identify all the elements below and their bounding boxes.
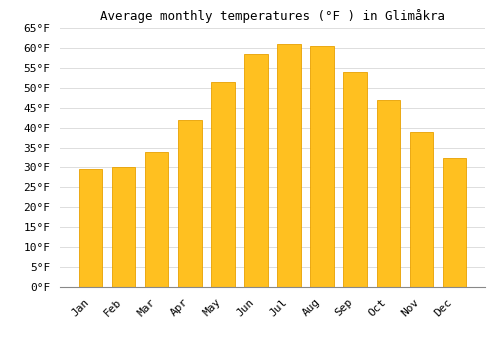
Bar (178, 120, 202, 287)
Title: Average monthly temperatures (°F ) in Glimåkra: Average monthly temperatures (°F ) in Gl… (100, 9, 445, 23)
Bar (244, 54, 268, 287)
Bar (146, 152, 169, 287)
Bar (80, 169, 102, 287)
Bar (410, 132, 432, 287)
Bar (344, 72, 366, 287)
Bar (442, 158, 466, 287)
Bar (112, 167, 136, 287)
Bar (278, 44, 300, 287)
Bar (212, 82, 234, 287)
Bar (310, 46, 334, 287)
Bar (376, 100, 400, 287)
